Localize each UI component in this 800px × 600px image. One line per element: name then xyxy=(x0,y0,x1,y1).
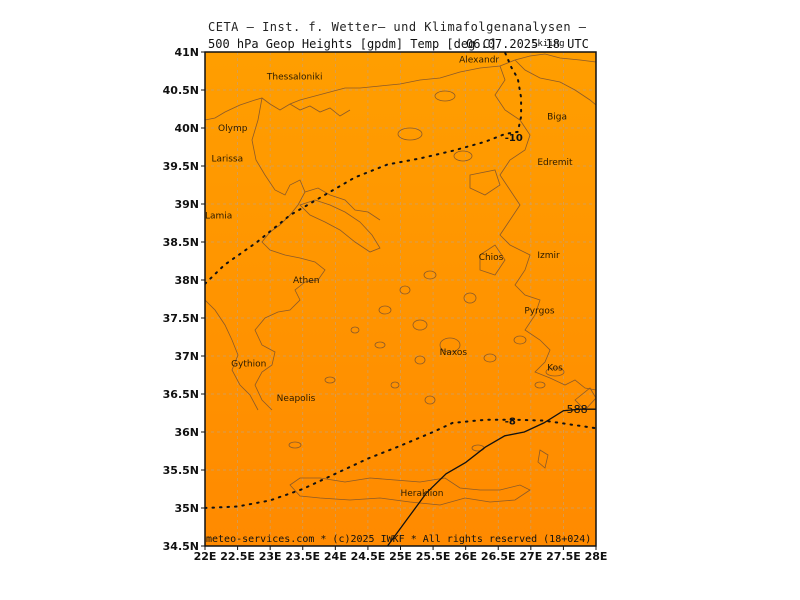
y-tick-label: 35.5N xyxy=(163,464,199,477)
city-label: Athen xyxy=(293,276,319,286)
y-tick-label: 39N xyxy=(174,198,199,211)
y-tick-label: 40N xyxy=(174,122,199,135)
x-tick-label: 24.5E xyxy=(351,550,386,563)
x-tick-label: 27.5E xyxy=(546,550,581,563)
city-label: Gythion xyxy=(231,360,266,370)
y-tick-label: 36N xyxy=(174,426,199,439)
y-tick-label: 37.5N xyxy=(163,312,199,325)
x-tick-label: 25E xyxy=(389,550,412,563)
isotherm-line xyxy=(205,52,523,285)
copyright-footer: meteo-services.com * (c)2025 IWKF * All … xyxy=(206,534,592,545)
y-tick-label: 40.5N xyxy=(163,84,199,97)
city-label: Thessaloniki xyxy=(266,72,323,82)
x-tick-label: 23.5E xyxy=(285,550,320,563)
y-tick-label: 34.5N xyxy=(163,540,199,553)
city-label: Olymp xyxy=(218,124,248,134)
y-tick-label: 41N xyxy=(174,46,199,59)
isotherm-label: -8 xyxy=(505,417,516,428)
y-tick-label: 38.5N xyxy=(163,236,199,249)
y-tick-label: 35N xyxy=(174,502,199,515)
product-title: 500 hPa Geop Heights [gpdm] Temp [deg C] xyxy=(208,37,497,51)
y-tick-label: 38N xyxy=(174,274,199,287)
city-labels: Thessaloniki Alexandr Olymp Biga Larissa Edre… xyxy=(205,56,573,499)
city-label: Neapolis xyxy=(277,394,316,404)
isotherm-line xyxy=(205,418,596,509)
overlap-label: Skiing xyxy=(532,39,565,49)
isotherm-label: -10 xyxy=(505,133,523,144)
lat-lon-grid xyxy=(205,52,596,546)
longitude-ticks: 22E 22.5E 23E 23.5E 24E 24.5E 25E 25.5E 26E 26.5E… xyxy=(194,546,608,563)
x-tick-label: 24E xyxy=(324,550,347,563)
latitude-ticks: 41N 40.5N 40N 39.5N 39N 38.5N 38N 37.5N 37N 36.5N… xyxy=(163,46,205,553)
city-label: Edremit xyxy=(537,158,573,168)
city-label: Biga xyxy=(547,113,567,123)
x-tick-label: 23E xyxy=(259,550,282,563)
x-tick-label: 22.5E xyxy=(220,550,255,563)
valid-time: 06.07.2025 18 UTC xyxy=(466,37,589,51)
city-label: Larissa xyxy=(212,154,244,164)
city-label: Chios xyxy=(479,253,504,263)
geopotential-line xyxy=(386,408,596,546)
city-label: Alexandr xyxy=(459,56,499,66)
city-label: Naxos xyxy=(440,348,468,358)
x-tick-label: 22E xyxy=(194,550,217,563)
city-label: Heraklion xyxy=(401,489,444,499)
contour-layer: -10 -8 588 xyxy=(205,52,596,546)
city-label: Kos xyxy=(547,363,563,373)
y-tick-label: 37N xyxy=(174,350,199,363)
city-label: Izmir xyxy=(537,251,560,261)
y-tick-label: 39.5N xyxy=(163,160,199,173)
coastlines xyxy=(205,53,596,506)
header-institute-line: CETA — Inst. f. Wetter— und Klimafolgena… xyxy=(208,20,587,34)
geopotential-label: 588 xyxy=(567,403,588,416)
x-tick-label: 25.5E xyxy=(416,550,451,563)
city-label: Lamia xyxy=(205,211,232,221)
y-tick-label: 36.5N xyxy=(163,388,199,401)
x-tick-label: 28E xyxy=(585,550,608,563)
header-product-line: 500 hPa Geop Heights [gpdm] Temp [deg C]… xyxy=(205,37,593,51)
x-tick-label: 26E xyxy=(454,550,477,563)
x-tick-label: 26.5E xyxy=(481,550,516,563)
x-tick-label: 27E xyxy=(519,550,542,563)
city-label: Pyrgos xyxy=(524,306,555,316)
